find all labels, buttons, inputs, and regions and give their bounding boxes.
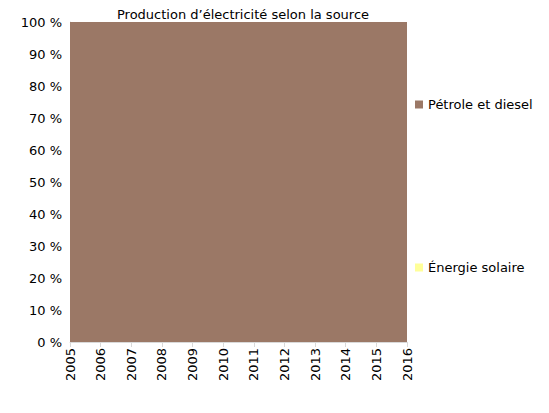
svg-text:2006: 2006 — [93, 348, 108, 381]
svg-text:2009: 2009 — [185, 348, 200, 381]
svg-text:2014: 2014 — [338, 348, 353, 381]
svg-text:Énergie solaire: Énergie solaire — [428, 260, 525, 275]
svg-text:2013: 2013 — [308, 348, 323, 381]
svg-text:2007: 2007 — [124, 348, 139, 381]
svg-text:2012: 2012 — [277, 348, 292, 381]
svg-text:Production d’électricité selon: Production d’électricité selon la source — [117, 7, 369, 22]
svg-text:100 %: 100 % — [21, 15, 62, 30]
svg-text:2011: 2011 — [246, 348, 261, 381]
svg-text:Pétrole et diesel: Pétrole et diesel — [428, 97, 533, 112]
svg-text:0 %: 0 % — [37, 335, 62, 350]
svg-text:20 %: 20 % — [29, 271, 62, 286]
svg-text:2005: 2005 — [63, 348, 78, 381]
svg-text:2010: 2010 — [216, 348, 231, 381]
svg-text:90 %: 90 % — [29, 47, 62, 62]
svg-text:2016: 2016 — [400, 348, 415, 381]
svg-text:2015: 2015 — [369, 348, 384, 381]
svg-text:30 %: 30 % — [29, 239, 62, 254]
svg-text:80 %: 80 % — [29, 79, 62, 94]
svg-text:2008: 2008 — [154, 348, 169, 381]
svg-text:10 %: 10 % — [29, 303, 62, 318]
svg-text:60 %: 60 % — [29, 143, 62, 158]
svg-text:50 %: 50 % — [29, 175, 62, 190]
svg-text:70 %: 70 % — [29, 111, 62, 126]
svg-text:40 %: 40 % — [29, 207, 62, 222]
